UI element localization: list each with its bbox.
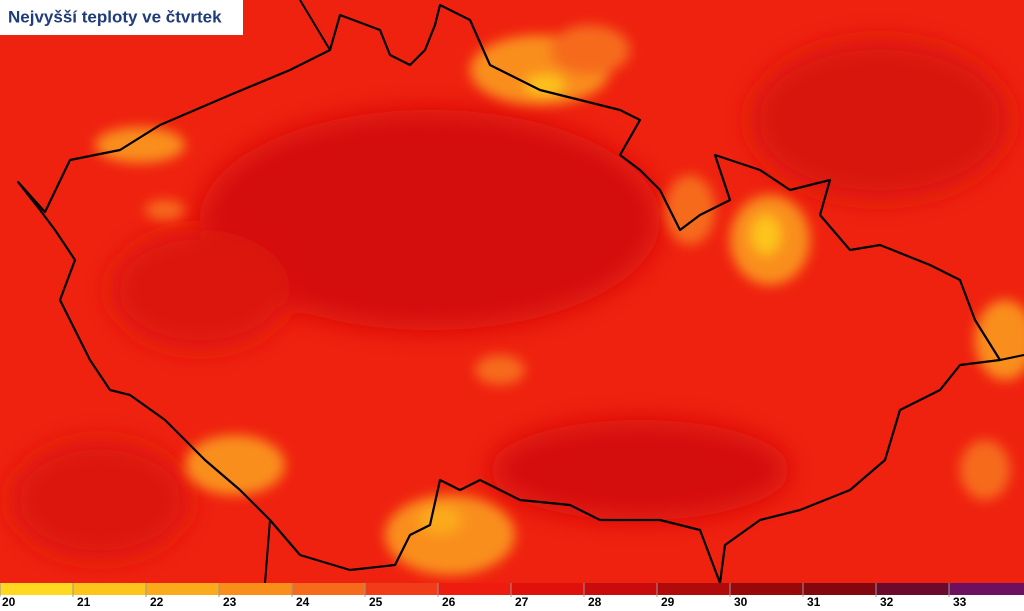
- map-title: Nejvyšší teploty ve čtvrtek: [8, 7, 222, 26]
- legend-label: 30: [734, 595, 748, 609]
- legend-label: 28: [588, 595, 602, 609]
- legend-swatch: [438, 583, 511, 595]
- neighbor-border: [264, 0, 1024, 584]
- legend-swatch: [511, 583, 584, 595]
- legend-swatch: [584, 583, 657, 595]
- legend-swatch: [730, 583, 803, 595]
- legend-label: 29: [661, 595, 675, 609]
- legend-swatch: [146, 583, 219, 595]
- title-box: [0, 0, 243, 35]
- legend-label: 23: [223, 595, 237, 609]
- legend-label: 21: [77, 595, 91, 609]
- legend-swatch: [803, 583, 876, 595]
- legend-label: 33: [953, 595, 967, 609]
- legend-swatch: [292, 583, 365, 595]
- legend-swatch: [949, 583, 1024, 595]
- legend-swatch: [0, 583, 73, 595]
- legend-label: 26: [442, 595, 456, 609]
- legend-label: 20: [2, 595, 16, 609]
- legend-label: 27: [515, 595, 529, 609]
- legend-label: 24: [296, 595, 310, 609]
- legend-swatch: [73, 583, 146, 595]
- legend-swatch: [876, 583, 949, 595]
- legend-label: 25: [369, 595, 383, 609]
- legend-swatch: [365, 583, 438, 595]
- legend-label: 31: [807, 595, 821, 609]
- temperature-field: [10, 40, 1010, 560]
- legend: 20 21 22 23 24 25 26 27 28 29 30 31 32 33: [0, 583, 1024, 609]
- legend-swatch: [657, 583, 730, 595]
- warm-spots: [95, 25, 1024, 575]
- legend-label: 32: [880, 595, 894, 609]
- legend-label: 22: [150, 595, 164, 609]
- legend-swatch: [219, 583, 292, 595]
